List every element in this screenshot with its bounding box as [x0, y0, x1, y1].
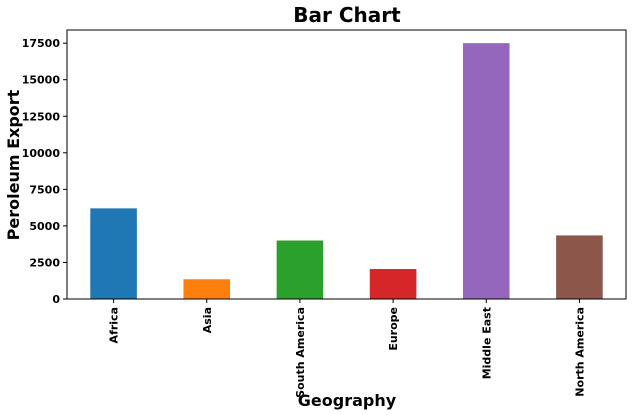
y-tick-label: 10000 — [22, 147, 61, 160]
chart-title: Bar Chart — [293, 3, 401, 27]
y-tick-label: 0 — [52, 293, 60, 306]
plot-area: Africa Asia South America Europe Middle East… — [22, 29, 627, 398]
y-tick-label: 15000 — [22, 74, 61, 87]
x-tick-label: Middle East — [480, 307, 493, 379]
x-tick-label: Europe — [387, 307, 400, 351]
y-tick-label: 5000 — [29, 220, 60, 233]
y-tick-label: 2500 — [29, 256, 60, 269]
bar-europe — [369, 269, 417, 299]
x-tick-label: South America — [294, 307, 307, 398]
y-tick-label: 7500 — [29, 183, 60, 196]
x-tick-label: Africa — [108, 307, 121, 343]
x-tick-label: North America — [573, 307, 586, 397]
y-axis-label: Peroleum Export — [4, 89, 23, 240]
y-tick-label: 12500 — [22, 110, 61, 123]
x-tick-label: Asia — [201, 307, 214, 333]
y-tick-label: 17500 — [22, 37, 61, 50]
bar-africa — [90, 208, 137, 299]
bar-middle-east — [462, 43, 510, 299]
bar-asia — [183, 279, 231, 299]
bar-north-america — [556, 235, 603, 299]
bar-south-america — [276, 240, 324, 299]
x-axis-label: Geography — [298, 391, 397, 410]
plot-frame — [66, 29, 627, 300]
